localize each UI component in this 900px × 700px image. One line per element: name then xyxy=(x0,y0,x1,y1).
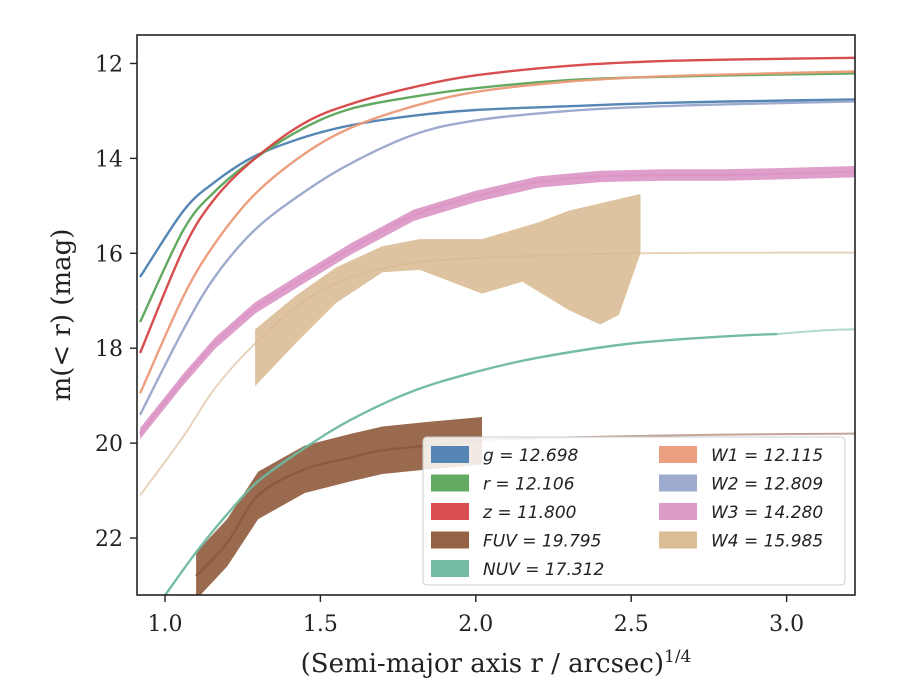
x-axis-label: (Semi-major axis r / arcsec)1/4 xyxy=(301,647,692,679)
axis-ticks: 1.0 1.5 2.0 2.5 3.0 12 14 16 18 20 22 xyxy=(95,52,804,637)
legend-swatch-r xyxy=(431,474,469,492)
y-tick-label: 20 xyxy=(95,432,123,457)
legend: g = 12.698 r = 12.106 z = 11.800 FUV = 19.7… xyxy=(422,436,846,586)
legend-swatch-g xyxy=(431,446,469,463)
y-tick-label: 18 xyxy=(95,337,123,362)
legend-label-fuv: FUV = 19.795 xyxy=(483,532,601,552)
legend-swatch-fuv xyxy=(431,531,469,549)
legend-label-w3: W3 = 14.280 xyxy=(711,503,823,523)
x-tick-label: 3.0 xyxy=(769,612,804,637)
plot-area xyxy=(138,56,855,595)
series-z-line xyxy=(138,56,855,354)
x-tick-label: 1.5 xyxy=(303,612,338,637)
series-w4-line xyxy=(139,251,855,496)
series-nuv-line xyxy=(163,332,778,595)
series-w2-line xyxy=(139,100,855,416)
x-tick-label: 2.0 xyxy=(458,612,493,637)
legend-label-z: z = 11.800 xyxy=(482,503,576,523)
legend-box xyxy=(422,436,846,586)
axes-frame xyxy=(136,34,856,596)
series-w1-line xyxy=(139,70,855,394)
series-fuv-band xyxy=(196,417,482,595)
legend-swatch-z xyxy=(431,503,469,520)
y-tick-label: 16 xyxy=(95,242,123,267)
legend-swatch-w4 xyxy=(659,531,697,549)
legend-label-w4: W4 = 15.985 xyxy=(711,532,823,552)
legend-swatch-w2 xyxy=(659,474,697,492)
series-w3-line xyxy=(139,170,855,435)
legend-label-nuv: NUV = 17.312 xyxy=(483,560,604,580)
legend-label-g: g = 12.698 xyxy=(483,446,579,466)
series-g-line xyxy=(139,98,855,278)
legend-swatch-w1 xyxy=(659,446,697,463)
y-tick-label: 22 xyxy=(95,527,123,552)
y-tick-label: 14 xyxy=(95,147,123,172)
legend-label-w1: W1 = 12.115 xyxy=(711,446,823,466)
series-nuv-extension xyxy=(777,328,855,335)
legend-label-w2: W2 = 12.809 xyxy=(711,475,823,495)
legend-swatch-nuv xyxy=(431,560,469,577)
series-w4-error-region xyxy=(255,194,641,387)
x-tick-label: 1.0 xyxy=(147,612,182,637)
legend-label-r: r = 12.106 xyxy=(483,475,575,495)
y-tick-label: 12 xyxy=(95,52,123,77)
x-tick-label: 2.5 xyxy=(614,612,649,637)
y-axis-label: m(< r) (mag) xyxy=(47,229,77,402)
legend-swatch-w3 xyxy=(659,503,697,520)
